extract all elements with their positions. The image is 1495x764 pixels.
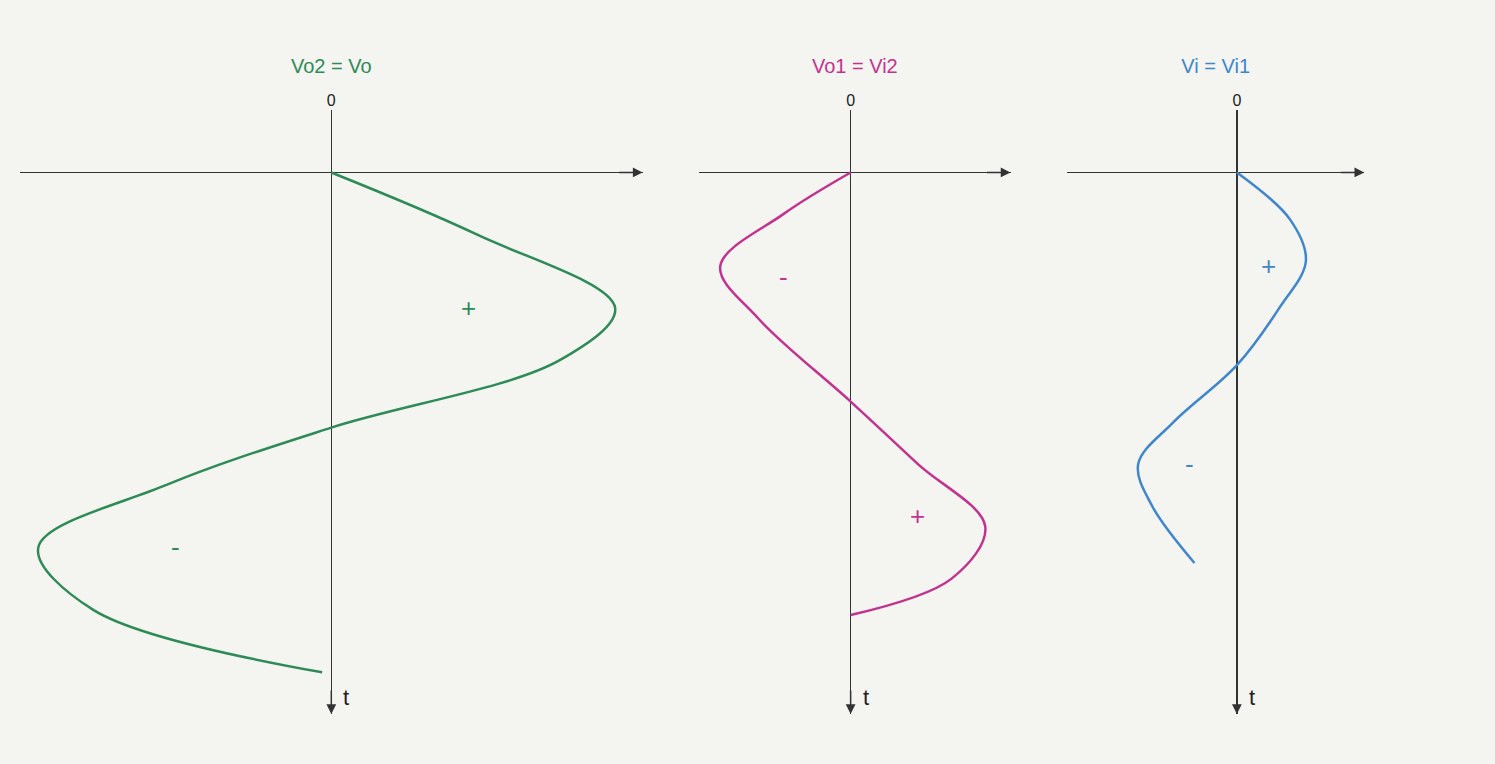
svg-text:-: - — [171, 532, 180, 562]
svg-text:0: 0 — [846, 92, 855, 109]
svg-text:Vi = Vi1: Vi = Vi1 — [1181, 55, 1250, 77]
svg-text:+: + — [1261, 251, 1276, 281]
svg-text:t: t — [1249, 685, 1255, 710]
svg-text:t: t — [343, 685, 349, 710]
svg-text:+: + — [910, 501, 925, 531]
svg-text:t: t — [863, 685, 869, 710]
svg-text:-: - — [779, 262, 788, 292]
svg-text:-: - — [1185, 449, 1194, 479]
svg-text:0: 0 — [327, 92, 336, 109]
svg-text:Vo1 = Vi2: Vo1 = Vi2 — [812, 55, 898, 77]
svg-text:+: + — [461, 293, 476, 323]
svg-text:Vo2 = Vo: Vo2 = Vo — [291, 55, 372, 77]
svg-text:0: 0 — [1232, 92, 1241, 109]
